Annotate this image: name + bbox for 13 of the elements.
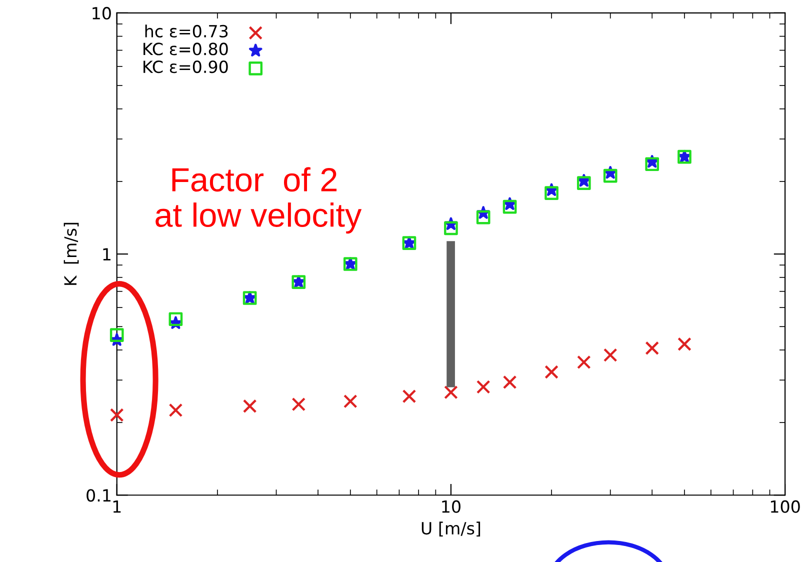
x-axis-title: U [m/s] (422, 522, 480, 537)
legend-label: hc ε=0.73 (145, 24, 228, 38)
x-tick-label: 1 (113, 500, 121, 513)
x-tick-label: 100 (770, 500, 800, 513)
y-tick-label: 1 (103, 248, 110, 260)
y-tick-label: 0.1 (86, 489, 110, 502)
y-axis-title: K [m/s] (64, 222, 79, 285)
annotation: at low velocity (156, 202, 362, 234)
annotation: Factor of 2 (172, 167, 337, 192)
legend-label: KC ε=0.90 (144, 60, 228, 74)
x-tick-label: 10 (442, 500, 460, 513)
y-tick-label: 10 (92, 6, 111, 20)
legend-label: KC ε=0.80 (144, 42, 228, 56)
